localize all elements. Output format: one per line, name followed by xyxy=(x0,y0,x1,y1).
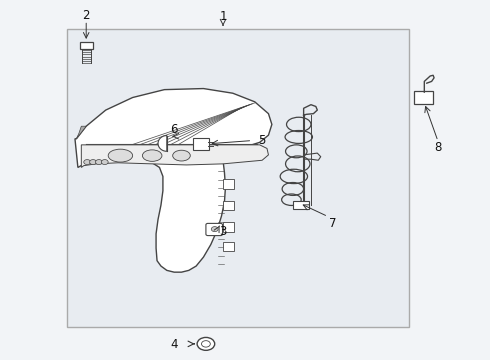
Ellipse shape xyxy=(172,150,190,161)
Ellipse shape xyxy=(108,149,133,162)
Text: 6: 6 xyxy=(171,123,178,136)
Polygon shape xyxy=(158,135,167,151)
FancyBboxPatch shape xyxy=(223,222,234,231)
Text: 8: 8 xyxy=(434,141,441,154)
Polygon shape xyxy=(81,145,269,167)
Text: 5: 5 xyxy=(258,134,266,147)
Circle shape xyxy=(96,159,102,165)
FancyBboxPatch shape xyxy=(206,224,222,235)
FancyBboxPatch shape xyxy=(223,242,234,251)
Circle shape xyxy=(84,159,91,165)
Circle shape xyxy=(197,337,215,350)
Circle shape xyxy=(211,226,218,231)
FancyBboxPatch shape xyxy=(223,201,234,210)
Text: 1: 1 xyxy=(219,10,227,23)
Ellipse shape xyxy=(143,150,162,161)
FancyBboxPatch shape xyxy=(67,30,409,327)
Polygon shape xyxy=(75,89,272,272)
Text: 2: 2 xyxy=(82,9,90,22)
FancyBboxPatch shape xyxy=(414,91,433,104)
FancyBboxPatch shape xyxy=(193,138,209,150)
Text: 7: 7 xyxy=(329,216,337,230)
Circle shape xyxy=(90,159,97,165)
FancyBboxPatch shape xyxy=(223,179,234,189)
Text: 4: 4 xyxy=(171,338,178,351)
FancyBboxPatch shape xyxy=(80,42,93,49)
Text: 3: 3 xyxy=(220,225,227,238)
Polygon shape xyxy=(76,126,86,139)
FancyBboxPatch shape xyxy=(293,201,310,210)
Circle shape xyxy=(101,159,108,165)
